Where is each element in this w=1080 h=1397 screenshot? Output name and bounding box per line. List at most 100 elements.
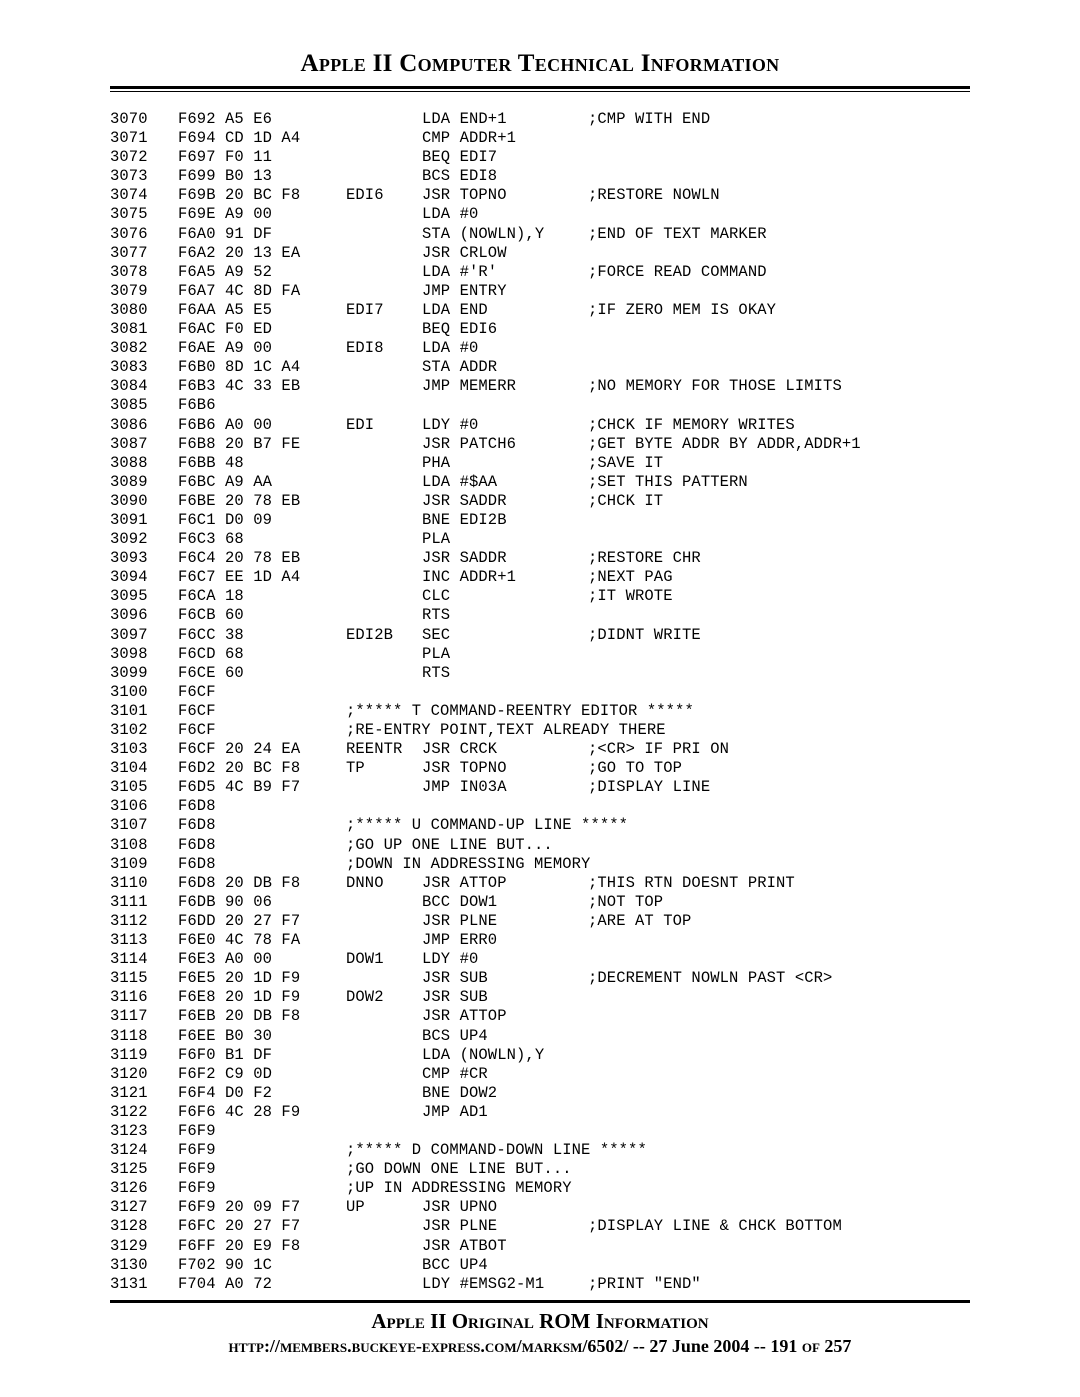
col-linenum: 3101 xyxy=(110,702,178,721)
col-hex: F702 90 1C xyxy=(178,1256,346,1275)
col-opcode: JSR TOPNO xyxy=(422,759,588,778)
col-hex: F6CF xyxy=(178,721,346,740)
col-opcode: INC ADDR+1 xyxy=(422,568,588,587)
col-hex: F6B8 20 B7 FE xyxy=(178,435,346,454)
col-comment: ;DECREMENT NOWLN PAST <CR> xyxy=(588,969,970,988)
col-linenum: 3081 xyxy=(110,320,178,339)
col-label xyxy=(346,1256,422,1275)
col-label xyxy=(346,244,422,263)
col-linenum: 3127 xyxy=(110,1198,178,1217)
col-hex: F6F6 4C 28 F9 xyxy=(178,1103,346,1122)
col-comment: ;THIS RTN DOESNT PRINT xyxy=(588,874,970,893)
col-opcode: LDY #0 xyxy=(422,950,588,969)
listing-row: 3101F6CF;***** T COMMAND-REENTRY EDITOR … xyxy=(110,702,970,721)
col-label xyxy=(346,530,422,549)
col-comment xyxy=(588,950,970,969)
listing-row: 3102F6CF;RE-ENTRY POINT,TEXT ALREADY THE… xyxy=(110,721,970,740)
listing-row: 3118F6EE B0 30BCS UP4 xyxy=(110,1027,970,1046)
listing-row: 3130F702 90 1CBCC UP4 xyxy=(110,1256,970,1275)
col-label: TP xyxy=(346,759,422,778)
listing-row: 3087F6B8 20 B7 FEJSR PATCH6;GET BYTE ADD… xyxy=(110,435,970,454)
col-label xyxy=(346,931,422,950)
listing-row: 3125F6F9;GO DOWN ONE LINE BUT... xyxy=(110,1160,970,1179)
col-hex: F6DB 90 06 xyxy=(178,893,346,912)
col-hex: F6CB 60 xyxy=(178,606,346,625)
col-comment xyxy=(588,282,970,301)
col-label xyxy=(346,912,422,931)
listing-row: 3075F69E A9 00LDA #0 xyxy=(110,205,970,224)
col-hex: F6D8 xyxy=(178,816,346,835)
col-linenum: 3120 xyxy=(110,1065,178,1084)
col-comment xyxy=(588,530,970,549)
col-hex: F6F9 xyxy=(178,1122,346,1141)
col-comment xyxy=(588,797,970,816)
listing-row: 3081F6AC F0 EDBEQ EDI6 xyxy=(110,320,970,339)
col-opcode: LDA #0 xyxy=(422,339,588,358)
col-hex: F6D8 xyxy=(178,797,346,816)
col-opcode: STA ADDR xyxy=(422,358,588,377)
col-label xyxy=(346,110,422,129)
col-linenum: 3097 xyxy=(110,626,178,645)
col-linenum: 3074 xyxy=(110,186,178,205)
col-opcode: JSR SADDR xyxy=(422,492,588,511)
col-opcode xyxy=(422,1122,588,1141)
listing-row: 3079F6A7 4C 8D FAJMP ENTRY xyxy=(110,282,970,301)
col-comment xyxy=(588,320,970,339)
col-label xyxy=(346,454,422,473)
listing-row: 3117F6EB 20 DB F8JSR ATTOP xyxy=(110,1007,970,1026)
col-label xyxy=(346,606,422,625)
col-comment xyxy=(588,167,970,186)
col-linenum: 3103 xyxy=(110,740,178,759)
col-comment xyxy=(588,664,970,683)
col-comment: ;IT WROTE xyxy=(588,587,970,606)
listing-row: 3072F697 F0 11BEQ EDI7 xyxy=(110,148,970,167)
col-comment xyxy=(588,1237,970,1256)
col-opcode xyxy=(422,683,588,702)
col-linenum: 3109 xyxy=(110,855,178,874)
col-hex: F69E A9 00 xyxy=(178,205,346,224)
col-linenum: 3121 xyxy=(110,1084,178,1103)
col-label xyxy=(346,778,422,797)
col-hex: F6B0 8D 1C A4 xyxy=(178,358,346,377)
col-opcode: STA (NOWLN),Y xyxy=(422,225,588,244)
listing-row: 3098F6CD 68PLA xyxy=(110,645,970,664)
col-comment: ;GET BYTE ADDR BY ADDR,ADDR+1 xyxy=(588,435,970,454)
col-linenum: 3096 xyxy=(110,606,178,625)
col-linenum: 3082 xyxy=(110,339,178,358)
listing-row: 3100F6CF xyxy=(110,683,970,702)
col-comment: ;NO MEMORY FOR THOSE LIMITS xyxy=(588,377,970,396)
listing-row: 3108F6D8;GO UP ONE LINE BUT... xyxy=(110,836,970,855)
col-comment xyxy=(588,606,970,625)
col-comment xyxy=(588,1198,970,1217)
col-hex: F6C7 EE 1D A4 xyxy=(178,568,346,587)
col-opcode: LDA #0 xyxy=(422,205,588,224)
col-hex: F6F0 B1 DF xyxy=(178,1046,346,1065)
listing-row: 3116F6E8 20 1D F9DOW2JSR SUB xyxy=(110,988,970,1007)
listing-row: 3073F699 B0 13BCS EDI8 xyxy=(110,167,970,186)
col-full-comment: ;DOWN IN ADDRESSING MEMORY xyxy=(346,855,590,874)
col-hex: F6B6 xyxy=(178,396,346,415)
col-comment xyxy=(588,1084,970,1103)
listing-row: 3084F6B3 4C 33 EBJMP MEMERR;NO MEMORY FO… xyxy=(110,377,970,396)
col-label: UP xyxy=(346,1198,422,1217)
col-comment xyxy=(588,1007,970,1026)
footer-rule xyxy=(110,1300,970,1303)
col-opcode: JMP ERR0 xyxy=(422,931,588,950)
col-comment xyxy=(588,1027,970,1046)
col-opcode: BCS EDI8 xyxy=(422,167,588,186)
listing-row: 3124F6F9;***** D COMMAND-DOWN LINE ***** xyxy=(110,1141,970,1160)
col-label: EDI6 xyxy=(346,186,422,205)
col-opcode: JSR CRCK xyxy=(422,740,588,759)
listing-row: 3121F6F4 D0 F2BNE DOW2 xyxy=(110,1084,970,1103)
col-opcode: BEQ EDI7 xyxy=(422,148,588,167)
listing-row: 3091F6C1 D0 09BNE EDI2B xyxy=(110,511,970,530)
footer-url-bold: 6502/ xyxy=(587,1336,628,1356)
col-hex: F6DD 20 27 F7 xyxy=(178,912,346,931)
col-label xyxy=(346,664,422,683)
col-hex: F6CE 60 xyxy=(178,664,346,683)
col-label xyxy=(346,435,422,454)
col-opcode xyxy=(422,797,588,816)
listing-row: 3122F6F6 4C 28 F9JMP AD1 xyxy=(110,1103,970,1122)
col-hex: F6EE B0 30 xyxy=(178,1027,346,1046)
col-opcode: PLA xyxy=(422,530,588,549)
